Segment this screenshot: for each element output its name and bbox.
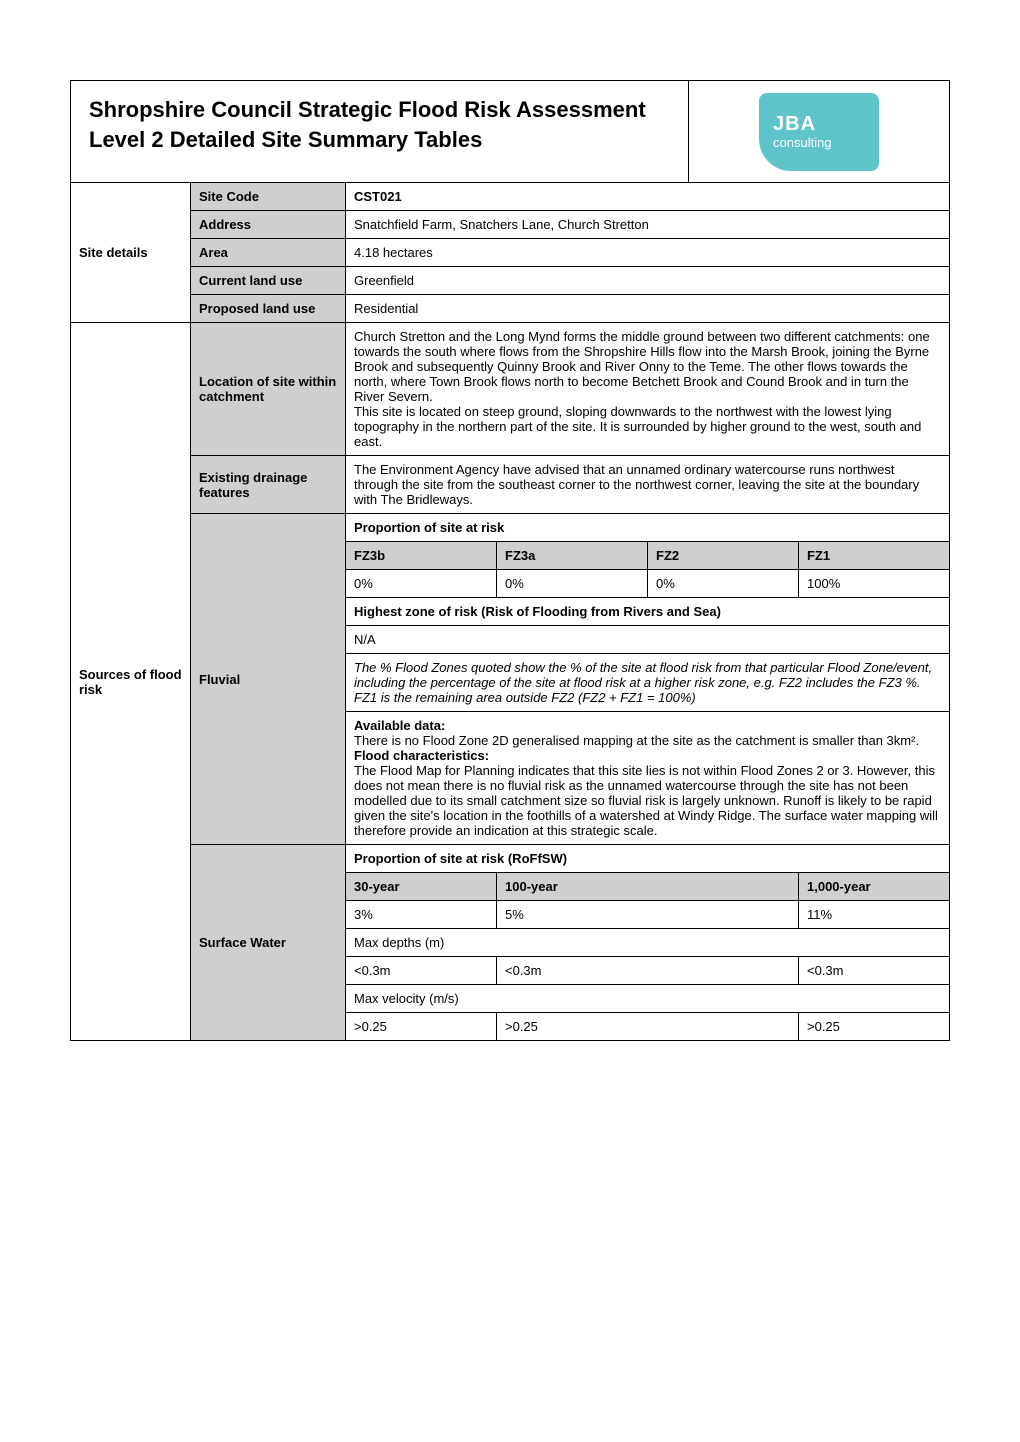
label-current-land-use: Current land use [191,267,346,295]
header-fz3a: FZ3a [497,542,648,570]
available-data-text: There is no Flood Zone 2D generalised ma… [354,733,919,748]
row-location: Sources of flood risk Location of site w… [71,323,950,456]
label-drainage: Existing drainage features [191,456,346,514]
fluvial-note: The % Flood Zones quoted show the % of t… [346,654,950,712]
value-fz1: 100% [799,570,950,598]
label-area: Area [191,239,346,267]
label-fluvial: Fluvial [191,514,346,845]
value-30yr: 3% [346,901,497,929]
velocity-100yr: >0.25 [497,1013,799,1041]
label-address: Address [191,211,346,239]
jba-logo: JBA consulting [759,93,879,171]
header-fz3b: FZ3b [346,542,497,570]
velocity-30yr: >0.25 [346,1013,497,1041]
label-location: Location of site within catchment [191,323,346,456]
value-fz3b: 0% [346,570,497,598]
header-logo-cell: JBA consulting [689,81,949,182]
value-proposed-land-use: Residential [346,295,950,323]
row-fluvial-prop-title: Fluvial Proportion of site at risk [71,514,950,542]
row-drainage: Existing drainage features The Environme… [71,456,950,514]
fluvial-proportion-title: Proportion of site at risk [346,514,950,542]
label-site-code: Site Code [191,183,346,211]
value-1000yr: 11% [799,901,950,929]
label-surface-water: Surface Water [191,845,346,1041]
row-sw-prop-title: Surface Water Proportion of site at risk… [71,845,950,873]
depth-1000yr: <0.3m [799,957,950,985]
row-area: Area 4.18 hectares [71,239,950,267]
header-title-cell: Shropshire Council Strategic Flood Risk … [71,81,689,182]
label-proposed-land-use: Proposed land use [191,295,346,323]
value-drainage: The Environment Agency have advised that… [346,456,950,514]
header-fz2: FZ2 [648,542,799,570]
max-velocity-label: Max velocity (m/s) [346,985,950,1013]
flood-char-text: The Flood Map for Planning indicates tha… [354,763,938,838]
header-100yr: 100-year [497,873,799,901]
highest-zone-value: N/A [346,626,950,654]
header-30yr: 30-year [346,873,497,901]
value-address: Snatchfield Farm, Snatchers Lane, Church… [346,211,950,239]
value-fz3a: 0% [497,570,648,598]
value-100yr: 5% [497,901,799,929]
depth-100yr: <0.3m [497,957,799,985]
value-current-land-use: Greenfield [346,267,950,295]
row-proposed-land-use: Proposed land use Residential [71,295,950,323]
logo-text-jba: JBA [773,114,816,134]
flood-char-label: Flood characteristics: [354,748,489,763]
row-address: Address Snatchfield Farm, Snatchers Lane… [71,211,950,239]
value-area: 4.18 hectares [346,239,950,267]
row-current-land-use: Current land use Greenfield [71,267,950,295]
logo-text-consulting: consulting [773,136,832,149]
highest-zone-label: Highest zone of risk (Risk of Flooding f… [346,598,950,626]
section-sources: Sources of flood risk [71,323,191,1041]
available-data-label: Available data: [354,718,445,733]
section-site-details: Site details [71,183,191,323]
value-site-code: CST021 [346,183,950,211]
velocity-1000yr: >0.25 [799,1013,950,1041]
fluvial-details: Available data: There is no Flood Zone 2… [346,712,950,845]
depth-30yr: <0.3m [346,957,497,985]
main-table: Site details Site Code CST021 Address Sn… [70,182,950,1041]
value-location: Church Stretton and the Long Mynd forms … [346,323,950,456]
document-header: Shropshire Council Strategic Flood Risk … [70,80,950,182]
sw-proportion-title: Proportion of site at risk (RoFfSW) [346,845,950,873]
page-title: Shropshire Council Strategic Flood Risk … [89,95,670,154]
header-1000yr: 1,000-year [799,873,950,901]
header-fz1: FZ1 [799,542,950,570]
max-depths-label: Max depths (m) [346,929,950,957]
row-site-code: Site details Site Code CST021 [71,183,950,211]
value-fz2: 0% [648,570,799,598]
